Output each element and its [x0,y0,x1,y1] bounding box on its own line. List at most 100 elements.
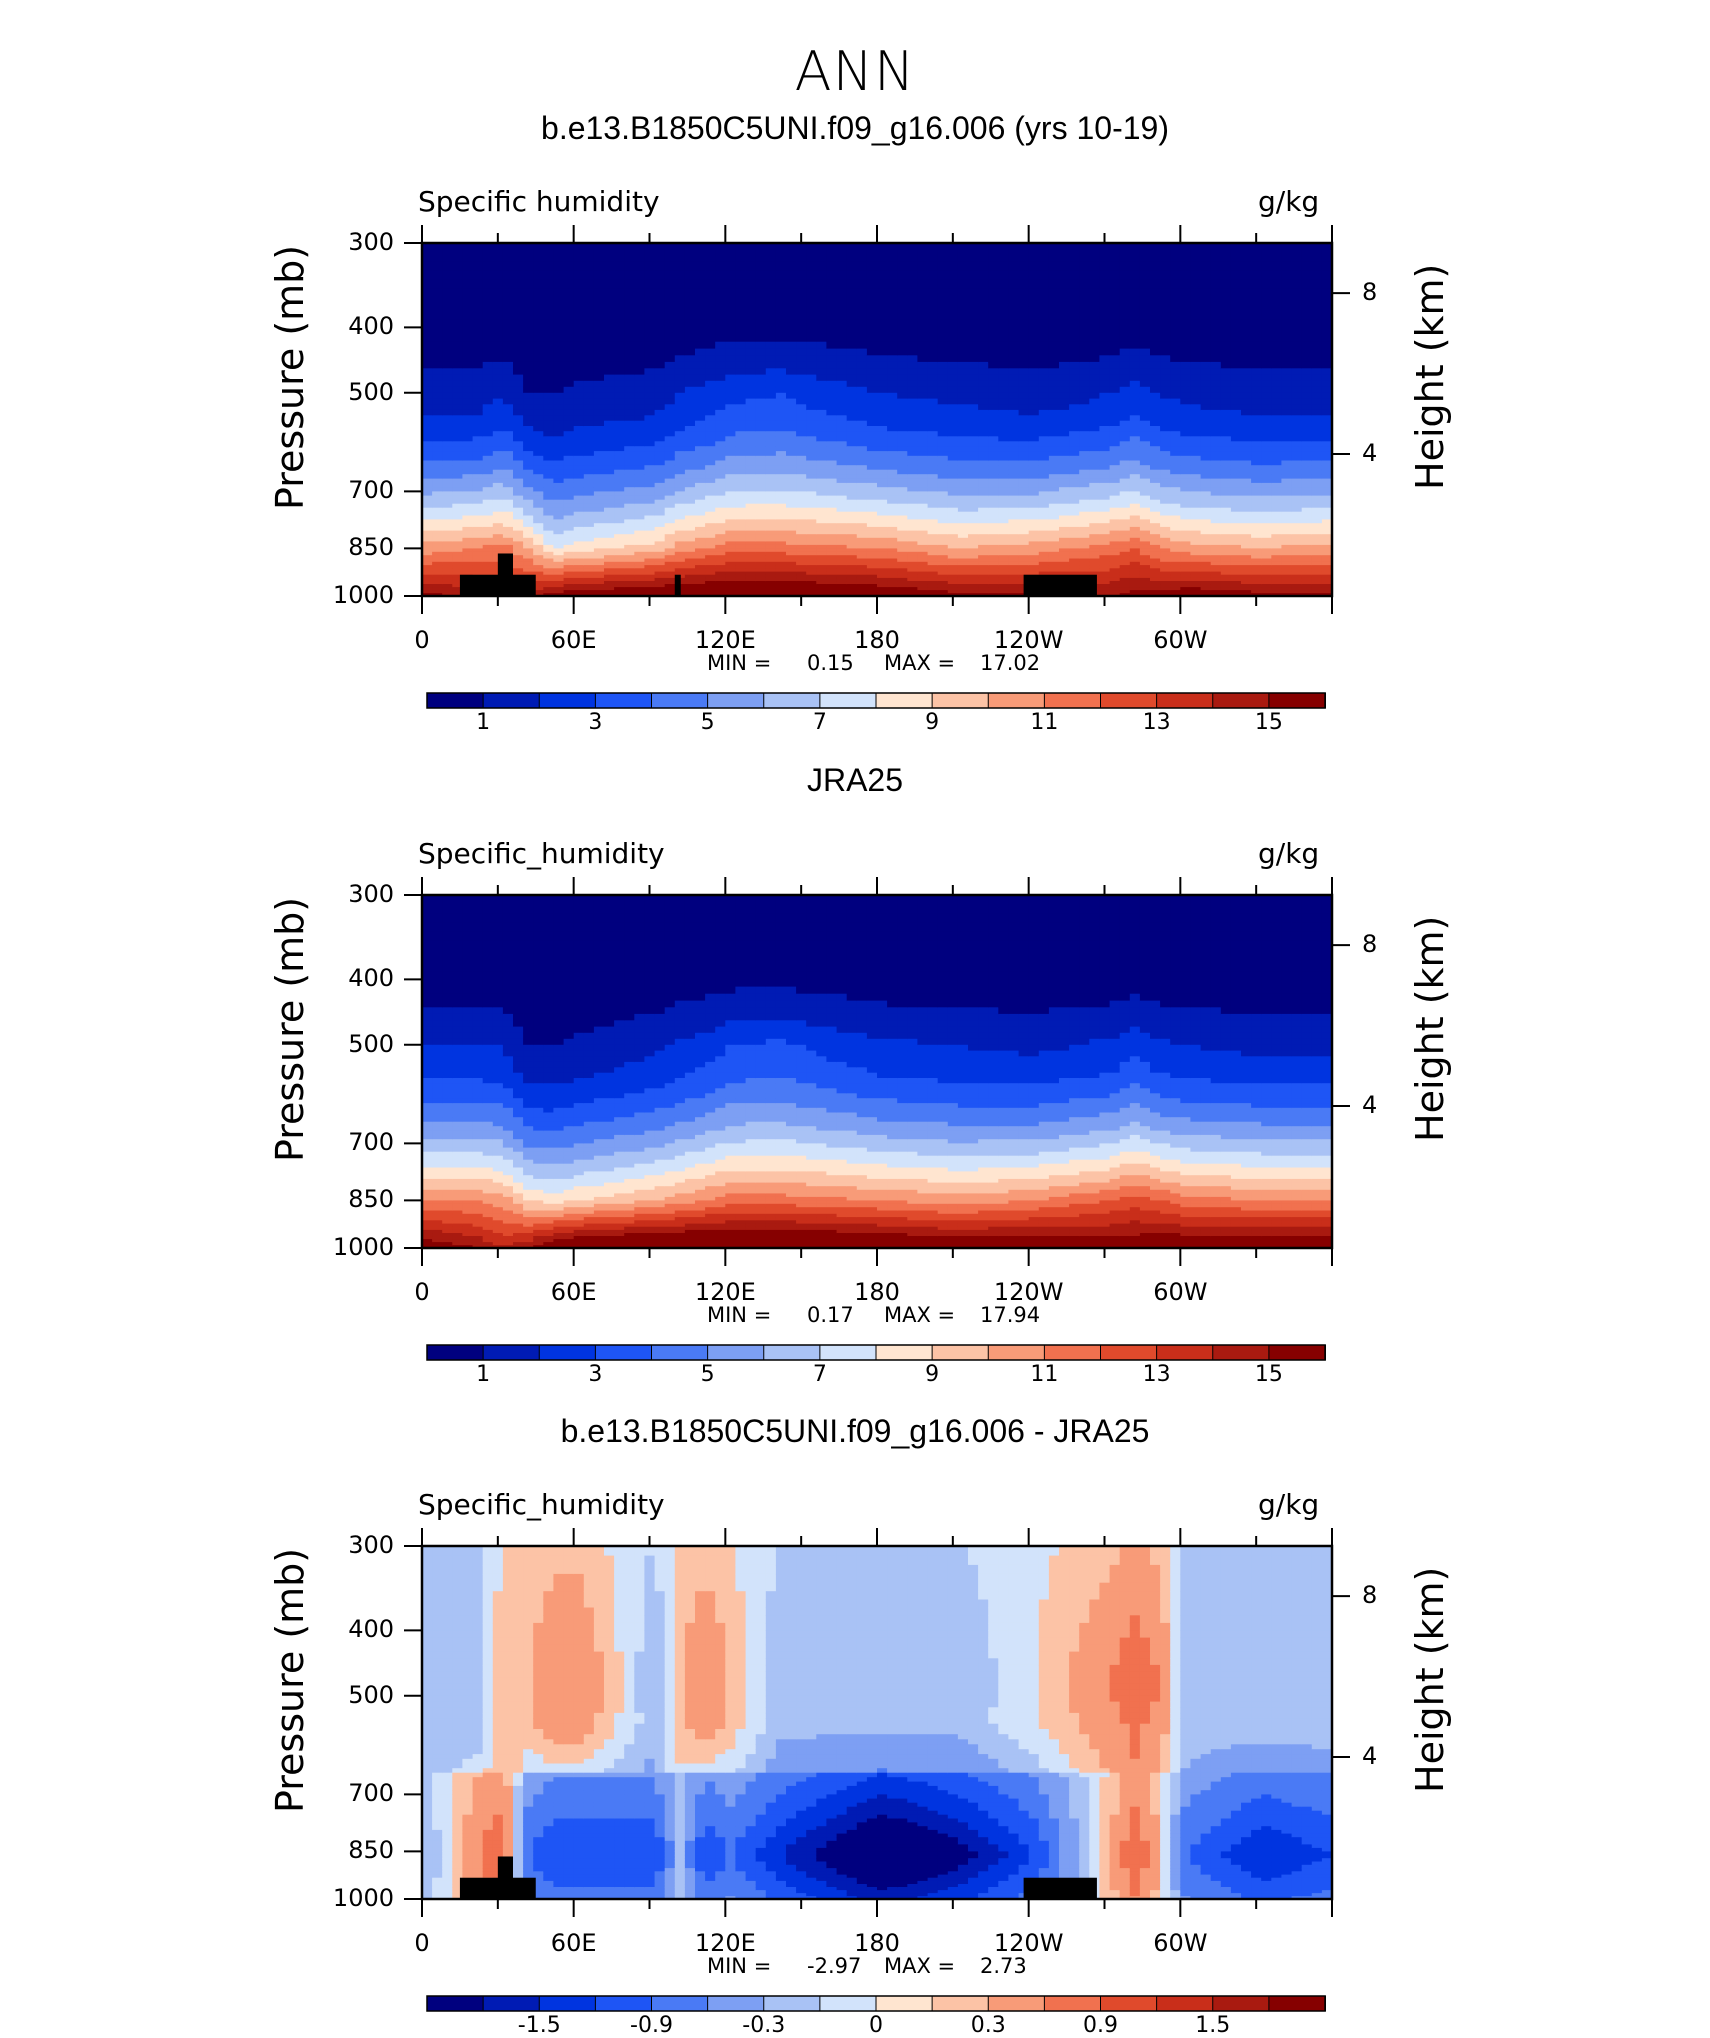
contour-cell [998,469,1009,475]
contour-cell [715,341,726,350]
contour-cell [593,441,605,447]
contour-cell [705,319,716,328]
contour-cell [422,392,433,400]
contour-cell [422,279,433,289]
contour-cell [765,288,777,298]
contour-cell [1038,537,1050,542]
contour-cell [806,361,817,369]
contour-cell [765,252,777,263]
contour-cell [887,304,898,313]
contour-cell [573,348,585,356]
contour-cell [604,460,615,466]
contour-cell [1018,460,1030,466]
contour-cell [1028,541,1040,546]
contour-cell [927,380,939,388]
contour-cell [988,534,999,539]
contour-cell [654,526,666,532]
contour-cell [1008,446,1020,452]
contour-cell [796,574,807,579]
contour-cell [887,558,898,563]
contour-cell [614,380,625,388]
contour-cell [593,558,605,563]
contour-cell [644,243,656,254]
contour-cell [1109,491,1121,497]
contour-cell [957,584,969,588]
contour-cell [786,279,797,289]
contour-cell [634,441,645,447]
contour-cell [927,243,939,254]
contour-cell [998,243,1009,254]
contour-cell [1008,515,1020,520]
contour-cell [1089,565,1100,569]
contour-cell [705,380,716,388]
contour-cell [786,487,797,492]
contour-cell [745,327,757,336]
contour-cell [502,252,514,263]
contour-cell [715,495,726,501]
contour-cell [1028,348,1040,356]
contour-cell [816,495,827,501]
contour-cell [917,426,929,432]
contour-cell [957,288,969,298]
contour-cell [533,537,544,542]
contour-cell [543,348,554,356]
contour-cell [674,495,686,501]
contour-cell [593,368,605,376]
contour-cell [452,261,463,272]
contour-cell [422,548,433,553]
contour-cell [866,261,878,272]
contour-cell [1079,460,1090,466]
contour-cell [1119,482,1131,488]
contour-cell [654,465,666,471]
contour-cell [988,587,999,591]
contour-cell [897,348,908,356]
contour-cell [432,487,443,492]
contour-cell [947,526,959,532]
contour-cell [957,537,969,542]
contour-cell [1079,327,1090,336]
contour-cell [1079,558,1090,563]
contour-cell [1038,348,1050,356]
contour-cell [1099,446,1111,452]
contour-cell [432,548,443,553]
contour-cell [715,455,726,462]
contour-cell [907,441,918,447]
contour-cell [472,526,484,532]
contour-cell [1139,312,1151,321]
contour-cell [998,436,1009,442]
contour-cell [502,404,514,411]
contour-cell [806,551,817,556]
contour-cell [907,361,918,369]
contour-cell [442,515,453,520]
contour-cell [684,503,696,509]
contour-cell [917,469,929,475]
contour-cell [1028,252,1040,263]
contour-cell [968,515,979,520]
contour-cell [856,380,868,388]
contour-cell [725,374,736,382]
contour-cell [614,304,625,313]
contour-cell [725,571,736,576]
contour-cell [836,478,848,484]
contour-cell [573,341,585,350]
contour-cell [604,288,615,298]
contour-cell [897,571,908,576]
contour-cell [1109,587,1121,591]
contour-cell [725,304,736,313]
contour-cell [1018,304,1030,313]
contour-cell [1028,319,1040,328]
contour-cell [937,368,949,376]
contour-cell [988,451,999,457]
contour-cell [543,565,554,569]
contour-cell [432,270,443,281]
contour-cell [482,355,494,363]
contour-cell [877,474,888,480]
contour-cell [513,312,524,321]
contour-cell [462,436,474,442]
contour-cell [523,312,534,321]
contour-cell [634,243,645,254]
contour-cell [624,380,635,388]
contour-cell [806,558,817,563]
contour-cell [1059,503,1070,509]
contour-cell [644,558,656,563]
